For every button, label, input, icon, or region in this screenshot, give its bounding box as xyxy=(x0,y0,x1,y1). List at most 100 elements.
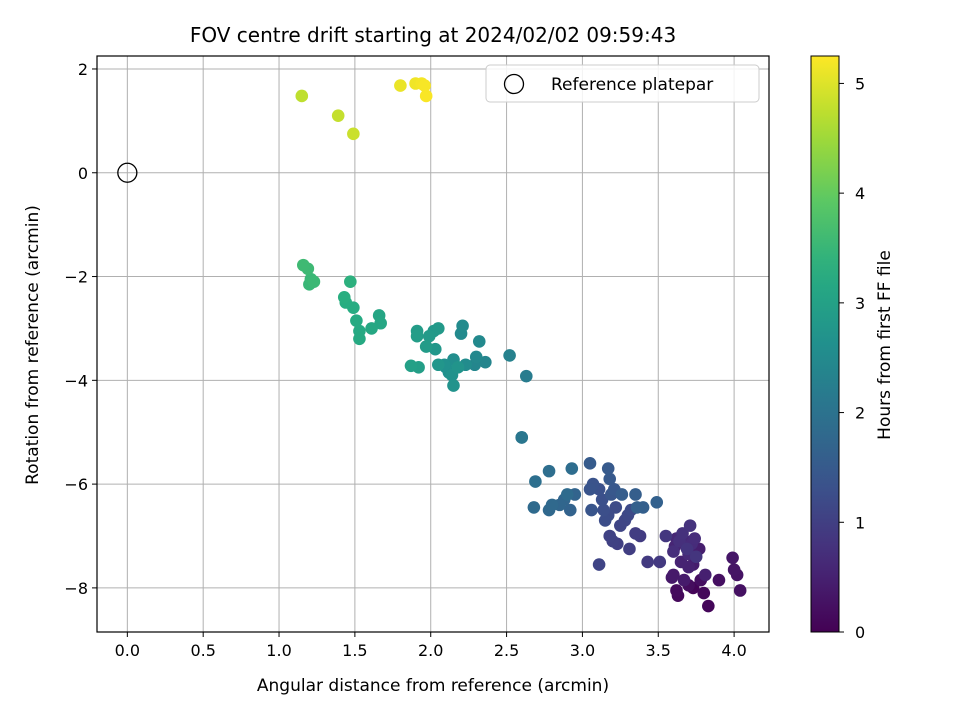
data-point xyxy=(583,457,597,470)
data-point xyxy=(680,542,694,556)
data-point xyxy=(653,555,667,569)
data-point xyxy=(683,519,697,532)
x-tick-label: 4.0 xyxy=(721,641,746,660)
data-point xyxy=(297,258,310,272)
legend-label: Reference platepar xyxy=(551,75,713,95)
data-point xyxy=(447,379,460,392)
data-point xyxy=(344,275,357,289)
data-point xyxy=(347,127,360,141)
colorbar-tick-label: 4 xyxy=(855,184,865,203)
data-point xyxy=(583,482,597,496)
x-tick-label: 3.5 xyxy=(646,641,671,660)
data-point xyxy=(677,573,691,587)
plot-frame xyxy=(96,55,770,633)
data-point xyxy=(623,542,636,556)
colorbar-tick-label: 0 xyxy=(855,623,865,642)
data-point xyxy=(601,462,615,475)
data-point xyxy=(629,488,642,501)
data-point xyxy=(667,568,680,582)
data-point xyxy=(641,555,654,569)
x-tick-label: 3.0 xyxy=(570,641,595,660)
data-point xyxy=(598,514,612,527)
data-point xyxy=(629,527,642,540)
y-tick-label: 2 xyxy=(78,60,88,79)
plot-area: 0.0 0.5 1.0 1.5 2.0 2.5 3.0 3.5 4.0 2 0 −2 −4 −6 −8 xyxy=(64,55,770,660)
data-point xyxy=(394,79,407,92)
data-point xyxy=(597,503,610,517)
data-point xyxy=(670,584,683,597)
colorbar: 0 1 2 3 4 5 xyxy=(810,55,865,642)
data-point xyxy=(432,358,445,372)
data-point xyxy=(527,501,541,514)
legend-marker xyxy=(503,73,525,95)
data-point xyxy=(727,563,741,577)
y-tick-label: −2 xyxy=(64,268,88,287)
data-point xyxy=(337,290,351,304)
data-point xyxy=(630,501,644,514)
colorbar-tick-label: 3 xyxy=(855,294,865,313)
data-point xyxy=(592,558,606,571)
data-point xyxy=(469,350,483,364)
data-point xyxy=(712,573,726,587)
data-point xyxy=(674,555,688,569)
data-point xyxy=(418,79,431,92)
x-tick-label: 1.5 xyxy=(342,641,367,660)
y-tick-label: −4 xyxy=(64,371,88,390)
colorbar-tick-label: 1 xyxy=(855,513,865,532)
data-point xyxy=(307,275,321,289)
data-point xyxy=(503,349,516,362)
data-point xyxy=(542,464,556,478)
data-point xyxy=(404,359,418,373)
data-point xyxy=(519,369,533,383)
x-tick-label: 0.0 xyxy=(115,641,140,660)
data-point xyxy=(650,495,664,509)
data-point xyxy=(603,529,617,543)
data-point xyxy=(667,545,680,558)
data-point xyxy=(350,314,363,327)
reference-point xyxy=(117,162,138,183)
x-tick-label: 2.5 xyxy=(494,641,519,660)
data-point xyxy=(419,340,433,353)
data-point xyxy=(676,527,689,540)
data-point xyxy=(688,532,701,545)
x-axis-label: Angular distance from reference (arcmin) xyxy=(257,676,609,696)
data-point xyxy=(295,89,309,103)
data-point xyxy=(529,475,542,488)
data-point xyxy=(603,472,617,486)
colorbar-tick-label: 5 xyxy=(855,74,865,93)
data-point xyxy=(733,584,747,597)
data-point xyxy=(560,488,574,501)
colorbar-label: Hours from first FF file xyxy=(875,250,895,440)
data-point xyxy=(456,319,469,333)
data-point xyxy=(365,322,378,335)
chart-title: FOV centre drift starting at 2024/02/02 … xyxy=(190,23,676,47)
data-point xyxy=(689,550,703,564)
data-point xyxy=(472,335,486,348)
data-point xyxy=(422,329,436,343)
data-point xyxy=(697,586,711,600)
data-point xyxy=(545,498,559,512)
y-tick-label: −6 xyxy=(64,475,88,494)
data-point xyxy=(726,551,739,565)
data-point xyxy=(563,503,577,517)
x-tick-label: 1.0 xyxy=(266,641,291,660)
data-point xyxy=(353,332,366,346)
data-point xyxy=(698,568,712,582)
data-point xyxy=(331,109,345,122)
data-point xyxy=(432,322,445,335)
y-tick-label: 0 xyxy=(78,164,88,183)
data-point xyxy=(609,501,623,514)
data-point xyxy=(515,431,529,444)
data-point xyxy=(451,361,465,374)
data-point xyxy=(585,503,598,517)
data-point xyxy=(419,89,433,103)
y-axis-label: Rotation from reference (arcmin) xyxy=(23,205,43,485)
colorbar-tick-label: 2 xyxy=(855,404,865,423)
data-point xyxy=(615,488,629,501)
legend: Reference platepar xyxy=(485,64,760,103)
x-tick-label: 2.0 xyxy=(418,641,443,660)
data-point xyxy=(565,462,579,475)
colorbar-gradient xyxy=(810,55,840,633)
data-point xyxy=(410,329,424,343)
